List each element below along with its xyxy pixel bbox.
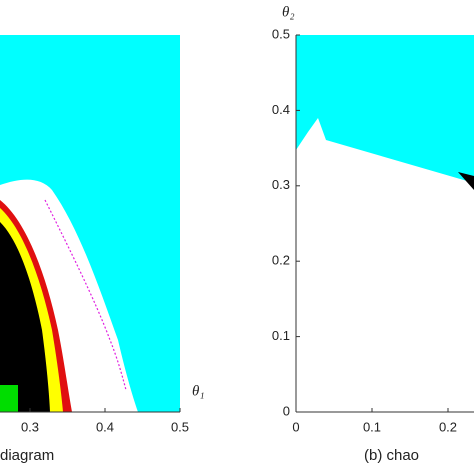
y-tick-label: 0.3 [272,177,290,192]
x-tick-label: 0.2 [439,419,457,434]
caption: diagram [0,447,54,464]
y-tick-label: 0.1 [272,328,290,343]
y-tick-label: 0.2 [272,253,290,268]
y-tick-label: 0.4 [272,102,290,117]
black-region [0,222,50,412]
x-tick-label: 0.4 [96,419,114,434]
x-tick-label: 0.1 [363,419,381,434]
white-region [296,118,474,412]
x-tick-label: 0.3 [21,419,39,434]
x-tick-label: 0 [292,419,299,434]
caption: (b) chao [364,447,419,464]
x-tick-label: 0.5 [171,419,189,434]
y-axis-label: θ₂ [282,4,295,20]
left-regions [0,35,180,412]
black-region [458,172,474,190]
right-regions [296,35,474,412]
x-axis-label: θ₁ [192,383,205,399]
y-tick-label: 0 [283,403,290,418]
y-tick-label: 0.5 [272,26,290,41]
green-region [0,385,18,412]
magenta-curve [44,199,127,391]
